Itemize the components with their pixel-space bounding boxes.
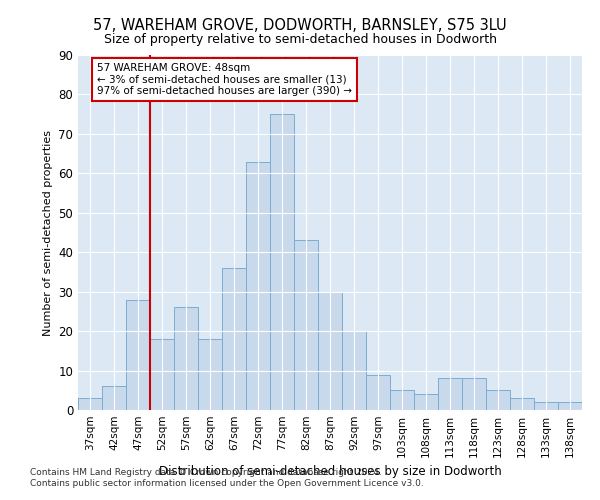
- X-axis label: Distribution of semi-detached houses by size in Dodworth: Distribution of semi-detached houses by …: [158, 466, 502, 478]
- Text: Contains HM Land Registry data © Crown copyright and database right 2024.
Contai: Contains HM Land Registry data © Crown c…: [30, 468, 424, 487]
- Bar: [198, 339, 222, 410]
- Bar: [150, 339, 174, 410]
- Bar: [222, 268, 246, 410]
- Bar: [558, 402, 582, 410]
- Bar: [462, 378, 486, 410]
- Bar: [438, 378, 462, 410]
- Bar: [246, 162, 270, 410]
- Bar: [174, 308, 198, 410]
- Bar: [126, 300, 150, 410]
- Bar: [78, 398, 102, 410]
- Bar: [510, 398, 534, 410]
- Bar: [414, 394, 438, 410]
- Y-axis label: Number of semi-detached properties: Number of semi-detached properties: [43, 130, 53, 336]
- Bar: [366, 374, 390, 410]
- Bar: [102, 386, 126, 410]
- Text: 57, WAREHAM GROVE, DODWORTH, BARNSLEY, S75 3LU: 57, WAREHAM GROVE, DODWORTH, BARNSLEY, S…: [93, 18, 507, 32]
- Bar: [270, 114, 294, 410]
- Bar: [486, 390, 510, 410]
- Text: Size of property relative to semi-detached houses in Dodworth: Size of property relative to semi-detach…: [104, 32, 497, 46]
- Bar: [342, 331, 366, 410]
- Bar: [390, 390, 414, 410]
- Bar: [294, 240, 318, 410]
- Bar: [534, 402, 558, 410]
- Bar: [318, 292, 342, 410]
- Text: 57 WAREHAM GROVE: 48sqm
← 3% of semi-detached houses are smaller (13)
97% of sem: 57 WAREHAM GROVE: 48sqm ← 3% of semi-det…: [97, 63, 352, 96]
